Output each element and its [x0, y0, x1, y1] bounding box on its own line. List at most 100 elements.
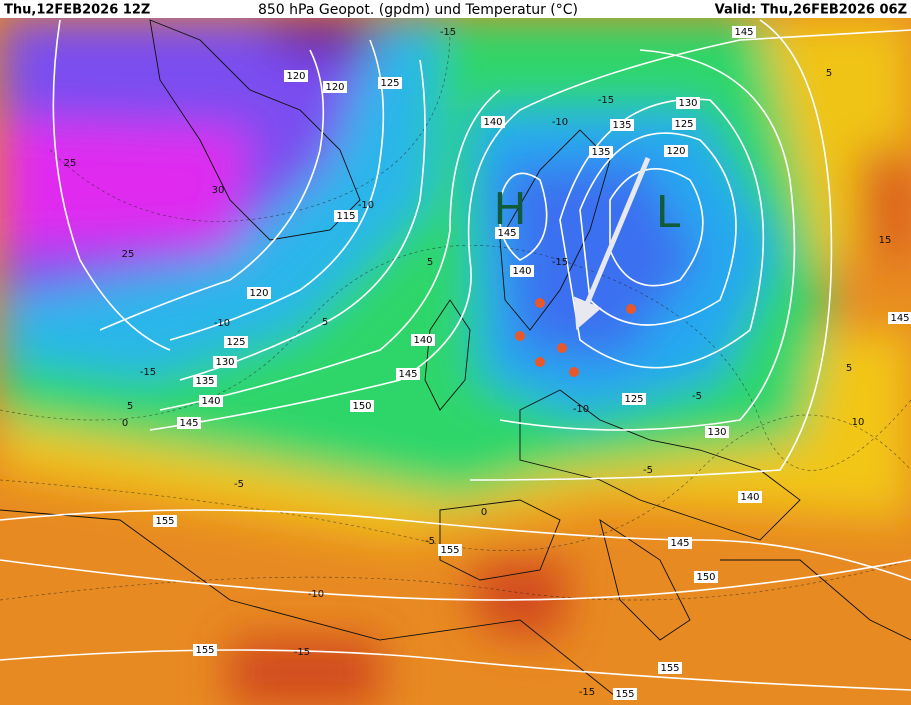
geopotential-label: 150 [352, 401, 371, 412]
geopotential-label: 140 [512, 266, 531, 277]
geopotential-label: 150 [696, 572, 715, 583]
temperature-label: 5 [427, 257, 433, 268]
label-box [495, 227, 519, 239]
geopotential-label: 155 [660, 663, 679, 674]
point [535, 298, 545, 308]
geopotential-label: 145 [398, 369, 417, 380]
temperature-label: -15 [579, 687, 595, 698]
temperature-label: -10 [308, 589, 324, 600]
geopotential-label: 140 [201, 396, 220, 407]
geopotential-label: 130 [707, 427, 726, 438]
geopotential-label: 135 [591, 147, 610, 158]
label-box [510, 265, 534, 277]
temperature-label: -15 [440, 27, 456, 38]
temperature-label: 25 [122, 249, 135, 260]
geopotential-label: 145 [670, 538, 689, 549]
label-box [350, 400, 374, 412]
geopotential-label: 155 [155, 516, 174, 527]
geopotential-label: 120 [286, 71, 305, 82]
geopotential-label: 120 [325, 82, 344, 93]
temperature-label: 10 [852, 417, 865, 428]
geopotential-label: 155 [195, 645, 214, 656]
label-box [193, 644, 217, 656]
label-box [481, 116, 505, 128]
geopotential-label: 145 [179, 418, 198, 429]
label-box [284, 70, 308, 82]
label-box [732, 26, 756, 38]
label-box [738, 491, 762, 503]
geopotential-label: 140 [740, 492, 759, 503]
temperature-field [0, 18, 911, 705]
coastlines [0, 19, 911, 701]
label-box [705, 426, 729, 438]
point [569, 367, 579, 377]
temperature-label: -15 [140, 367, 156, 378]
geopotential-label: 135 [195, 376, 214, 387]
low-pressure: L [656, 187, 681, 238]
label-box [177, 417, 201, 429]
temperature-label: -10 [214, 318, 230, 329]
temperature-label: -10 [573, 404, 589, 415]
label-box [888, 312, 911, 324]
observation-points [515, 298, 636, 377]
temperature-label: 0 [122, 418, 128, 429]
label-box [622, 393, 646, 405]
geopotential-label: 115 [336, 211, 355, 222]
geopotential-label: 125 [226, 337, 245, 348]
label-box [610, 119, 634, 131]
geopotential-label: 125 [624, 394, 643, 405]
label-box [694, 571, 718, 583]
temperature-label: -5 [692, 391, 702, 402]
map-title: 850 hPa Geopot. (gpdm) und Temperatur (°… [258, 2, 578, 18]
geopotential-label: 120 [666, 146, 685, 157]
point [557, 343, 567, 353]
point [626, 304, 636, 314]
temperature-label: 25 [64, 158, 77, 169]
temperature-label: 0 [481, 507, 487, 518]
geopotential-label: 135 [612, 120, 631, 131]
label-box [323, 81, 347, 93]
geopotential-label: 155 [440, 545, 459, 556]
geopotential-label: 155 [615, 689, 634, 700]
label-box [438, 544, 462, 556]
label-box [658, 662, 682, 674]
temperature-label: -5 [643, 465, 653, 476]
geopotential-label: 125 [674, 119, 693, 130]
label-box [153, 515, 177, 527]
label-box [411, 334, 435, 346]
label-box [378, 77, 402, 89]
temperature-label: 5 [826, 68, 832, 79]
point [535, 357, 545, 367]
temperature-label: -10 [358, 200, 374, 211]
temperature-label: 5 [846, 363, 852, 374]
label-box [193, 375, 217, 387]
geopotential-label: 130 [678, 98, 697, 109]
geopotential-label: 145 [497, 228, 516, 239]
temperature-label: 5 [322, 317, 328, 328]
label-box [224, 336, 248, 348]
label-box [199, 395, 223, 407]
temperature-label: 5 [127, 401, 133, 412]
label-box [668, 537, 692, 549]
label-box [676, 97, 700, 109]
label-box [396, 368, 420, 380]
temperature-label: -15 [294, 647, 310, 658]
label-box [589, 146, 613, 158]
geopotential-label: 140 [483, 117, 502, 128]
geopotential-label: 145 [890, 313, 909, 324]
temperature-label: -10 [552, 117, 568, 128]
point [515, 331, 525, 341]
temperature-label: 30 [212, 185, 225, 196]
geopotential-contours [0, 19, 911, 691]
label-box [613, 688, 637, 700]
geopotential-label: 130 [215, 357, 234, 368]
label-box [672, 118, 696, 130]
high-pressure: H [493, 184, 526, 235]
init-time: Thu,12FEB2026 12Z [4, 3, 150, 18]
header-bar [0, 0, 911, 18]
label-box [664, 145, 688, 157]
temperature-label: -5 [425, 536, 435, 547]
geopotential-label: 120 [249, 288, 268, 299]
